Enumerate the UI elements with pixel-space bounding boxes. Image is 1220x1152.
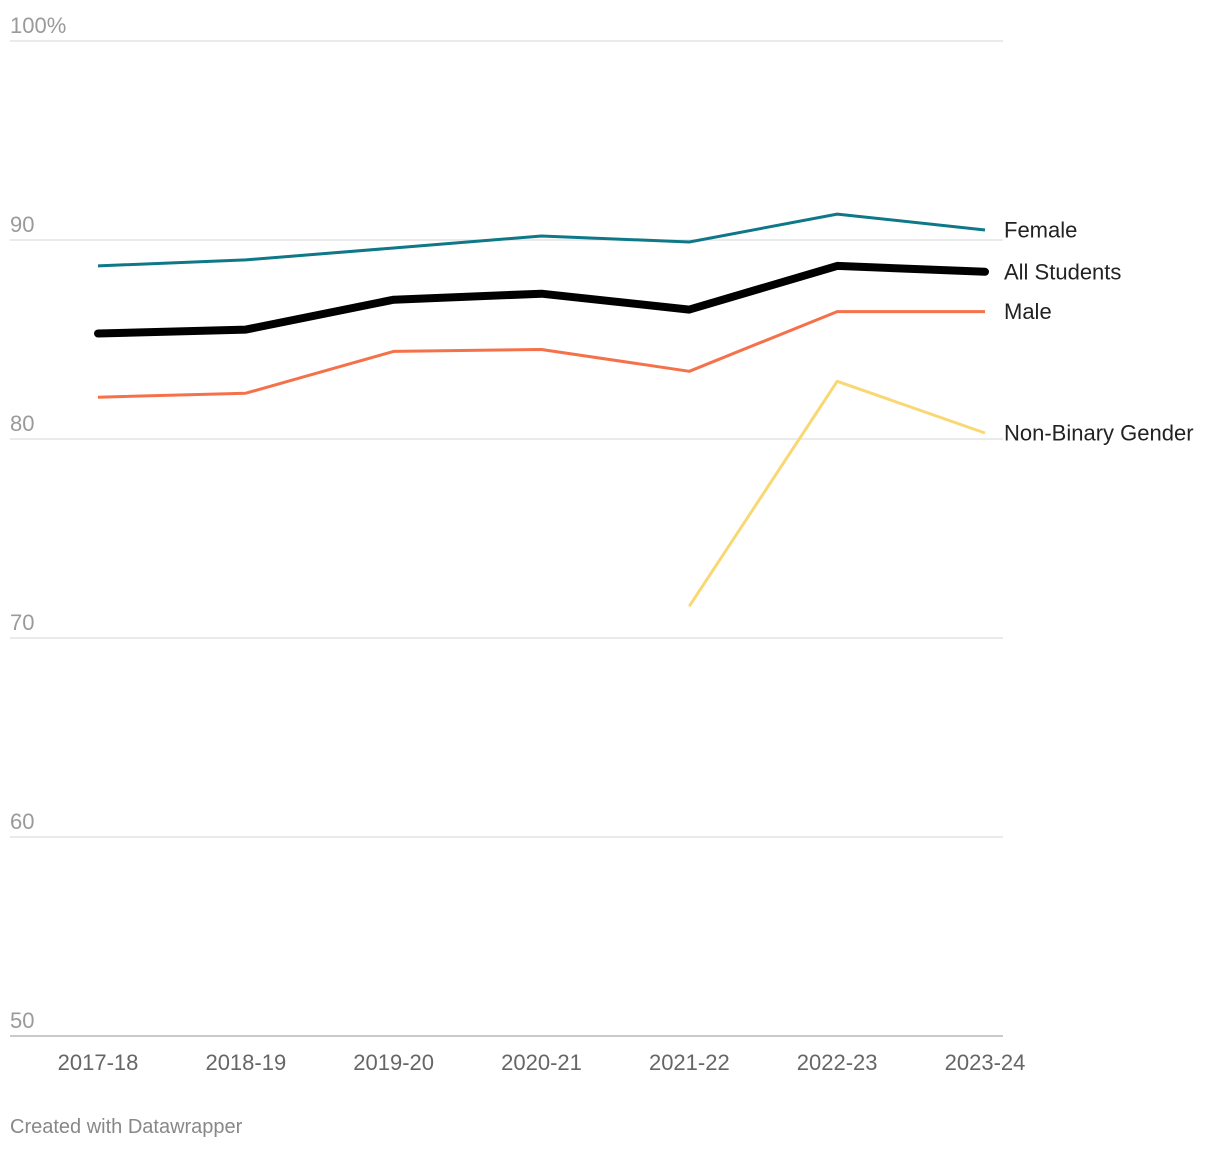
series-line-non-binary-gender [688, 379, 986, 608]
x-tick-label-2017-18: 2017-18 [58, 1050, 139, 1075]
x-tick-label-2022-23: 2022-23 [797, 1050, 878, 1075]
y-tick-label-60: 60 [10, 809, 34, 834]
series-label-male: Male [1004, 299, 1052, 324]
series-label-all-students: All Students [1004, 259, 1121, 284]
series-labels: Female All Students Male Non-Binary Gender [1004, 218, 1194, 446]
y-tick-label-80: 80 [10, 411, 34, 436]
x-tick-label-2018-19: 2018-19 [205, 1050, 286, 1075]
series-label-female: Female [1004, 218, 1077, 243]
y-tick-label-100: 100% [10, 13, 66, 38]
series-lines [94, 212, 989, 608]
x-tick-label-2023-24: 2023-24 [945, 1050, 1026, 1075]
x-tick-label-2021-22: 2021-22 [649, 1050, 730, 1075]
chart-credit: Created with Datawrapper [10, 1116, 243, 1138]
series-line-all-students [94, 261, 989, 338]
series-label-non-binary-gender: Non-Binary Gender [1004, 421, 1194, 446]
y-tick-label-70: 70 [10, 610, 34, 635]
gridlines [10, 40, 1003, 1037]
y-axis-tick-labels: 100% 90 80 70 60 50 [10, 13, 66, 1033]
y-tick-label-50: 50 [10, 1008, 34, 1033]
series-line-male [97, 310, 985, 399]
x-tick-label-2020-21: 2020-21 [501, 1050, 582, 1075]
x-tick-label-2019-20: 2019-20 [353, 1050, 434, 1075]
y-tick-label-90: 90 [10, 212, 34, 237]
x-axis-tick-labels: 2017-18 2018-19 2019-20 2020-21 2021-22 2022-… [58, 1050, 1026, 1075]
series-line-female [97, 212, 986, 268]
